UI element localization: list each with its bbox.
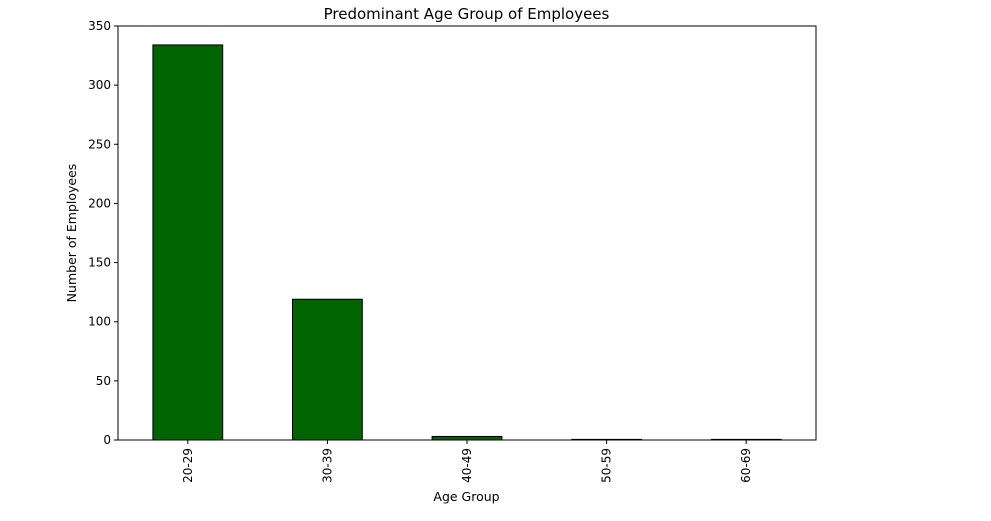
x-tick-label: 40-49 <box>460 448 474 483</box>
y-tick-label: 0 <box>103 433 111 447</box>
x-tick-label: 30-39 <box>320 448 334 483</box>
bar-20-29 <box>152 44 224 441</box>
bar-30-39 <box>292 298 363 441</box>
bar-40-49 <box>431 435 503 441</box>
y-tick-label: 350 <box>88 19 111 33</box>
x-tick-label: 60-69 <box>739 448 753 483</box>
y-tick-label: 200 <box>88 196 111 210</box>
bars-group <box>152 44 782 441</box>
x-axis-ticks: 20-29 30-39 40-49 50-59 60-69 <box>181 440 753 483</box>
y-axis-label: Number of Employees <box>64 164 79 303</box>
x-tick-label: 20-29 <box>181 448 195 483</box>
y-tick-label: 300 <box>88 78 111 92</box>
x-tick-label: 50-59 <box>600 448 614 483</box>
y-tick-label: 250 <box>88 137 111 151</box>
y-axis-ticks: 0 50 100 150 200 250 300 350 <box>88 19 118 447</box>
y-tick-label: 50 <box>96 374 111 388</box>
chart-title: Predominant Age Group of Employees <box>324 5 610 23</box>
x-axis-label: Age Group <box>433 489 499 504</box>
y-tick-label: 100 <box>88 315 111 329</box>
y-tick-label: 150 <box>88 256 111 270</box>
